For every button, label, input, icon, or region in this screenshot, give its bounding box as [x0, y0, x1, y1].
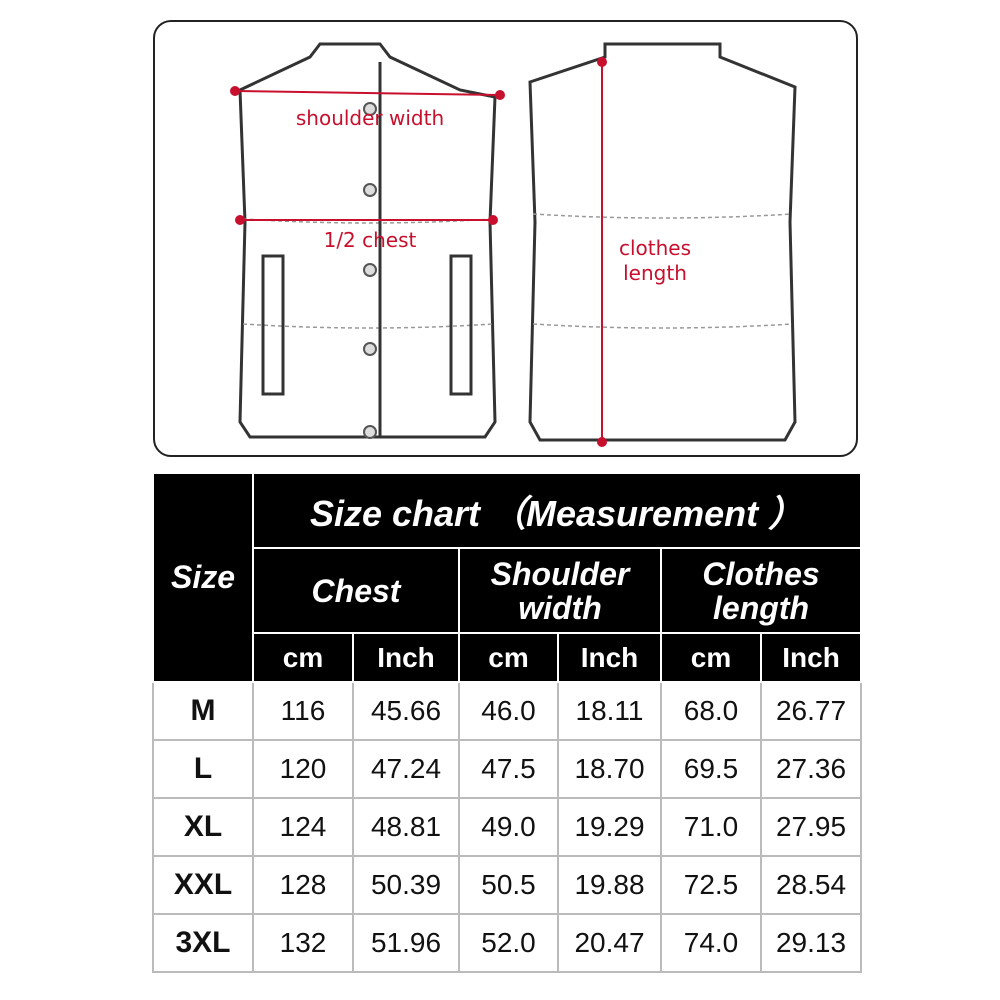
size-cell: 3XL — [152, 913, 254, 973]
value-cell: 49.0 — [458, 797, 559, 857]
value-cell: 28.54 — [759, 855, 863, 915]
value-cell: 51.96 — [352, 913, 460, 973]
table-row: 3XL 132 51.96 52.0 20.47 74.0 29.13 — [152, 913, 863, 973]
value-cell: 72.5 — [660, 855, 762, 915]
value-cell: 47.5 — [458, 739, 559, 799]
value-cell: 29.13 — [759, 913, 863, 973]
unit-header: cm — [458, 632, 559, 683]
value-cell: 27.36 — [759, 739, 863, 799]
value-cell: 50.39 — [352, 855, 460, 915]
back-vest — [528, 42, 797, 442]
unit-header: Inch — [557, 632, 662, 683]
value-cell: 71.0 — [660, 797, 762, 857]
value-cell: 45.66 — [352, 681, 460, 741]
table-row: XL 124 48.81 49.0 19.29 71.0 27.95 — [152, 797, 863, 857]
value-cell: 47.24 — [352, 739, 460, 799]
table-row: M 116 45.66 46.0 18.11 68.0 26.77 — [152, 681, 863, 741]
value-cell: 68.0 — [660, 681, 762, 741]
value-cell: 19.88 — [557, 855, 662, 915]
value-cell: 18.70 — [557, 739, 662, 799]
unit-header: cm — [252, 632, 354, 683]
vest-drawing — [230, 42, 797, 447]
value-cell: 18.11 — [557, 681, 662, 741]
value-cell: 132 — [252, 913, 354, 973]
size-cell: L — [152, 739, 254, 799]
value-cell: 27.95 — [759, 797, 863, 857]
front-vest — [238, 42, 497, 439]
value-cell: 48.81 — [352, 797, 460, 857]
unit-header: Inch — [352, 632, 460, 683]
value-cell: 26.77 — [759, 681, 863, 741]
value-cell: 124 — [252, 797, 354, 857]
value-cell: 20.47 — [557, 913, 662, 973]
shoulder-width-header: Shoulder width — [458, 547, 662, 634]
half-chest-label: 1/2 chest — [323, 228, 417, 252]
value-cell: 19.29 — [557, 797, 662, 857]
size-cell: XXL — [152, 855, 254, 915]
clothes-length-label: clothes length — [618, 236, 692, 285]
size-cell: M — [152, 681, 254, 741]
table-title: Size chart （Measurement ） — [251, 472, 863, 549]
table-row: XXL 128 50.39 50.5 19.88 72.5 28.54 — [152, 855, 863, 915]
size-header: Size — [152, 472, 254, 683]
unit-header: Inch — [759, 632, 863, 683]
size-chart-table: Size Size chart （Measurement ） Chest Sho… — [152, 472, 863, 973]
value-cell: 74.0 — [660, 913, 762, 973]
size-cell: XL — [152, 797, 254, 857]
value-cell: 46.0 — [458, 681, 559, 741]
value-cell: 120 — [252, 739, 354, 799]
unit-header: cm — [660, 632, 762, 683]
value-cell: 116 — [252, 681, 354, 741]
chest-header: Chest — [252, 547, 460, 634]
value-cell: 52.0 — [458, 913, 559, 973]
value-cell: 50.5 — [458, 855, 559, 915]
clothes-length-header: Clothes length — [659, 547, 863, 634]
vest-illustration: shoulder width 1/2 chest clothes length — [153, 20, 858, 457]
value-cell: 69.5 — [660, 739, 762, 799]
shoulder-width-label: shoulder width — [295, 106, 445, 130]
value-cell: 128 — [252, 855, 354, 915]
table-row: L 120 47.24 47.5 18.70 69.5 27.36 — [152, 739, 863, 799]
